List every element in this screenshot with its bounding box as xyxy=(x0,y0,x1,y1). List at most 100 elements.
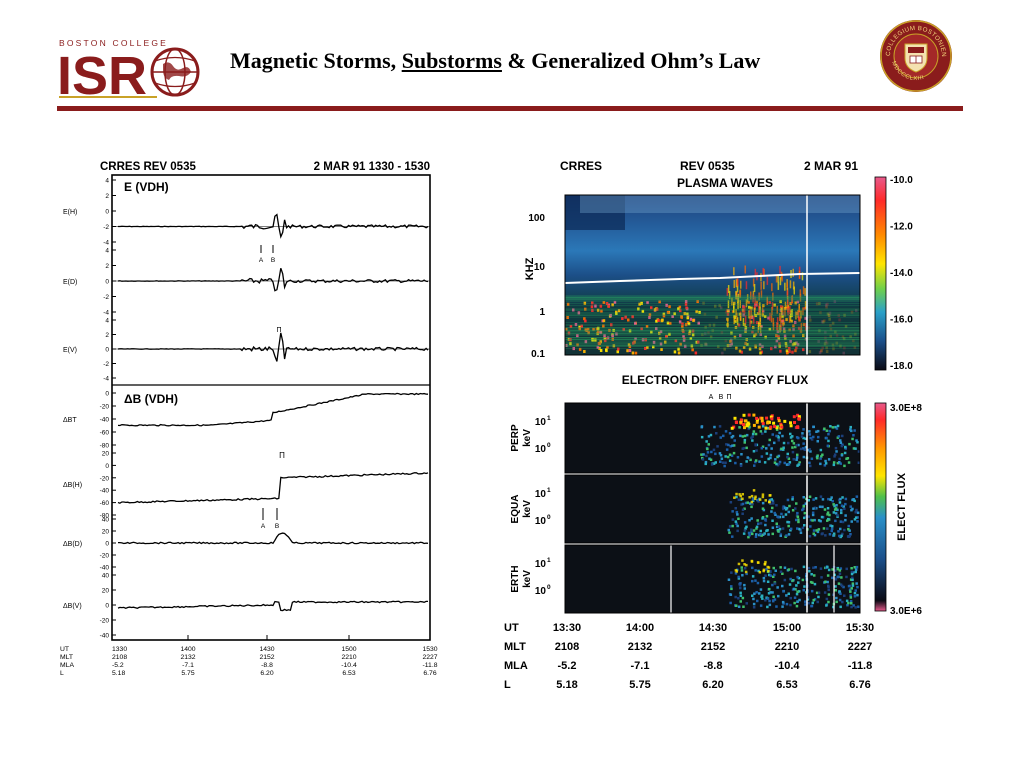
flux-cell xyxy=(852,434,855,437)
spectrogram-cell xyxy=(653,308,657,312)
flux-cell xyxy=(851,582,855,585)
flux-cell xyxy=(751,499,755,502)
flux-cell xyxy=(771,433,774,436)
flux-cell xyxy=(791,439,794,443)
flux-cell xyxy=(739,434,742,438)
spectrogram-cell xyxy=(746,343,749,346)
panel-label: ΔB(D) xyxy=(63,541,82,548)
flux-cell xyxy=(827,600,830,604)
spectrogram-cell xyxy=(775,339,779,343)
left-plot-frame xyxy=(111,174,431,641)
flux-cell xyxy=(728,525,732,528)
footer-value: 14:30 xyxy=(699,622,727,634)
flux-cell xyxy=(746,456,749,459)
spectrogram-cell xyxy=(780,307,783,316)
flux-cell xyxy=(761,507,765,510)
flux-cell xyxy=(753,592,756,595)
spectrogram-cell xyxy=(648,313,652,317)
flux-cell xyxy=(761,432,764,435)
footer-value: 1530 xyxy=(422,646,437,653)
flux-cell xyxy=(836,436,840,439)
flux-cell xyxy=(779,566,782,569)
flux-cell xyxy=(795,502,798,505)
flux-cell xyxy=(735,570,738,573)
flux-cell xyxy=(809,518,813,522)
spectrogram-cell xyxy=(792,334,795,338)
flux-cell xyxy=(787,521,791,524)
flux-cell xyxy=(853,429,856,432)
flux-cell xyxy=(764,574,767,577)
spectrogram-cell xyxy=(679,309,682,313)
spectrogram-cell xyxy=(681,325,684,329)
electron-cbar-tick-max: 3.0E+8 xyxy=(890,403,922,414)
flux-cell xyxy=(850,567,853,570)
spectrogram-cell xyxy=(683,337,686,341)
flux-cell xyxy=(752,529,756,532)
spectrogram-cell xyxy=(724,310,728,314)
flux-cell xyxy=(702,453,705,456)
flux-cell xyxy=(760,595,763,599)
spectrogram-cell xyxy=(771,302,774,311)
flux-cell xyxy=(789,432,792,436)
flux-cell xyxy=(830,496,833,499)
footer-value: 2227 xyxy=(422,654,437,661)
spectrogram-cell xyxy=(695,310,698,314)
flux-cell xyxy=(851,584,855,587)
flux-cell xyxy=(795,444,798,447)
spectrogram-cell xyxy=(753,284,756,292)
flux-cell xyxy=(779,534,782,537)
flux-cell xyxy=(748,519,751,522)
flux-cell xyxy=(768,500,771,503)
spectrogram-cell xyxy=(804,316,807,320)
flux-cell xyxy=(782,515,785,519)
marker-label: Π xyxy=(276,327,281,334)
flux-cell xyxy=(851,507,854,511)
spectrogram-cell xyxy=(603,337,607,341)
spectrogram-cell xyxy=(607,304,611,308)
flux-cell xyxy=(749,458,752,462)
footer-value: 15:30 xyxy=(846,622,874,634)
flux-cell xyxy=(835,600,838,604)
flux-cell xyxy=(751,579,754,583)
flux-cell xyxy=(853,518,857,521)
spectrogram-cell xyxy=(735,279,738,288)
spectrogram-cell xyxy=(634,321,637,325)
spectrogram-cell xyxy=(681,322,684,326)
spectrogram-cell xyxy=(660,348,663,351)
spectrogram-cell xyxy=(809,318,812,322)
spectrogram-cell xyxy=(852,339,855,343)
flux-cell xyxy=(752,597,755,601)
spectrogram-cell xyxy=(750,316,754,320)
spectrogram-cell xyxy=(835,333,839,337)
spectrogram-cell xyxy=(785,349,789,353)
flux-cell xyxy=(797,443,800,447)
spectrogram-cell xyxy=(583,317,586,321)
flux-cell xyxy=(704,460,708,464)
flux-cell xyxy=(741,574,744,577)
flux-cell xyxy=(840,576,843,579)
flux-cell xyxy=(792,442,796,445)
flux-cell xyxy=(832,532,836,535)
flux-cell xyxy=(829,425,832,428)
flux-cell xyxy=(845,567,848,571)
flux-cell xyxy=(732,451,736,455)
plasma-colorbar xyxy=(874,176,887,371)
flux-cell xyxy=(758,592,761,595)
flux-cell xyxy=(811,519,814,522)
flux-cell xyxy=(833,504,836,508)
flux-cell xyxy=(827,593,831,596)
flux-cell xyxy=(737,577,741,580)
flux-cell xyxy=(841,532,844,536)
flux-cell xyxy=(809,580,813,584)
flux-cell xyxy=(779,570,783,573)
flux-cell xyxy=(761,445,765,448)
flux-cell xyxy=(791,498,794,501)
flux-cell xyxy=(776,424,779,428)
flux-cell xyxy=(777,419,781,423)
flux-cell xyxy=(819,567,823,570)
left-figure-svg: CRRES REV 0535 2 MAR 91 1330 - 1530 E (V… xyxy=(60,161,438,677)
spectrogram-cell xyxy=(825,346,828,350)
spectrogram-cell xyxy=(780,305,783,309)
flux-cell xyxy=(754,460,757,464)
